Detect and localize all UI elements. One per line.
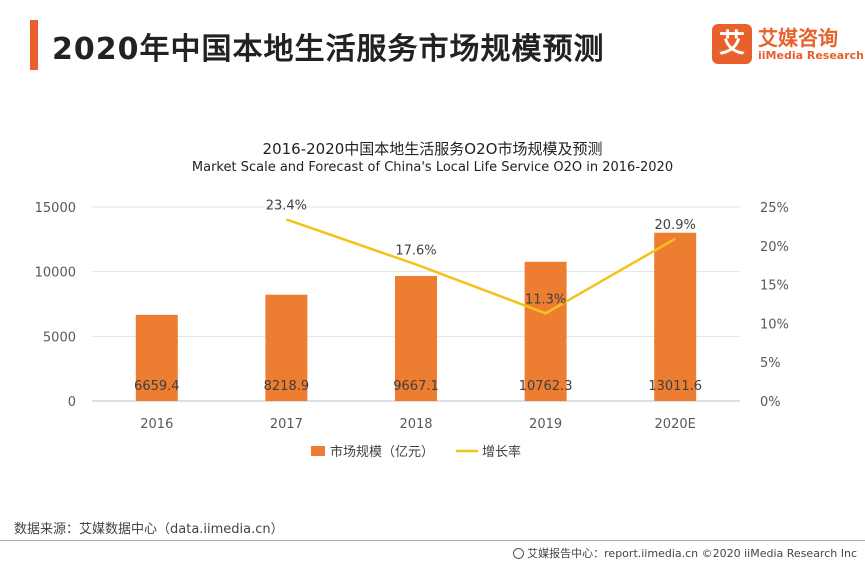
bar: [135, 314, 178, 401]
line-data-label: 20.9%: [655, 218, 696, 233]
legend-swatch-bar: [311, 446, 325, 456]
x-tick-label: 2018: [399, 417, 432, 432]
footer-text: 艾媒报告中心：report.iimedia.cn ©2020 iiMedia R…: [513, 545, 857, 561]
bar: [395, 275, 437, 401]
footer-label: 艾媒报告中心：report.iimedia.cn ©2020 iiMedia R…: [527, 547, 857, 560]
bar-data-label: 8218.9: [264, 379, 310, 394]
x-tick-label: 2016: [140, 417, 173, 432]
line-data-label: 11.3%: [525, 292, 566, 307]
y-right-tick-label: 5%: [760, 356, 781, 371]
line-data-label: 17.6%: [395, 243, 436, 258]
combo-chart: 0 5000 10000 15000 0% 5% 10% 15% 20% 25% 6659.4 821…: [35, 198, 789, 460]
logo-cn-text: 艾媒咨询: [758, 26, 838, 50]
y-right-tick-label: 10%: [760, 317, 789, 332]
bar-data-label: 6659.4: [134, 379, 180, 394]
y-right-tick-label: 0%: [760, 395, 781, 410]
title-accent-bar: [30, 20, 38, 70]
bar-data-label: 13011.6: [648, 379, 702, 394]
legend-label-bar: 市场规模（亿元）: [330, 444, 434, 460]
chart-title: 2016-2020中国本地生活服务O2O市场规模及预测: [262, 140, 603, 158]
footer-divider: [0, 540, 865, 541]
bar-data-label: 9667.1: [393, 379, 439, 394]
y-right-tick-label: 15%: [760, 279, 789, 294]
growth-rate-line: [285, 218, 676, 315]
line-data-label: 23.4%: [266, 198, 307, 213]
y-left-tick-label: 10000: [35, 266, 76, 281]
legend-label-line: 增长率: [482, 444, 521, 460]
globe-icon: [513, 548, 525, 559]
x-tick-label: 2019: [529, 417, 562, 432]
y-left-tick-label: 15000: [35, 201, 76, 216]
logo-mark: 艾: [712, 24, 752, 64]
logo-en-text: iiMedia Research: [758, 49, 864, 62]
x-tick-label: 2017: [270, 417, 303, 432]
data-source: 数据来源：艾媒数据中心（data.iimedia.cn）: [14, 522, 284, 537]
y-left-tick-label: 0: [68, 395, 76, 410]
bar-data-label: 10762.3: [519, 379, 573, 394]
bar: [654, 232, 697, 401]
y-right-tick-label: 25%: [760, 201, 789, 216]
bar: [265, 294, 308, 401]
chart-subtitle: Market Scale and Forecast of China's Loc…: [191, 160, 674, 175]
brand-logo: 艾 艾媒咨询 iiMedia Research: [712, 22, 864, 68]
x-tick-label: 2020E: [655, 417, 696, 432]
y-left-tick-label: 5000: [43, 330, 76, 345]
page-title: 2020年中国本地生活服务市场规模预测: [52, 32, 605, 67]
y-right-tick-label: 20%: [760, 240, 789, 255]
bar: [524, 261, 567, 401]
